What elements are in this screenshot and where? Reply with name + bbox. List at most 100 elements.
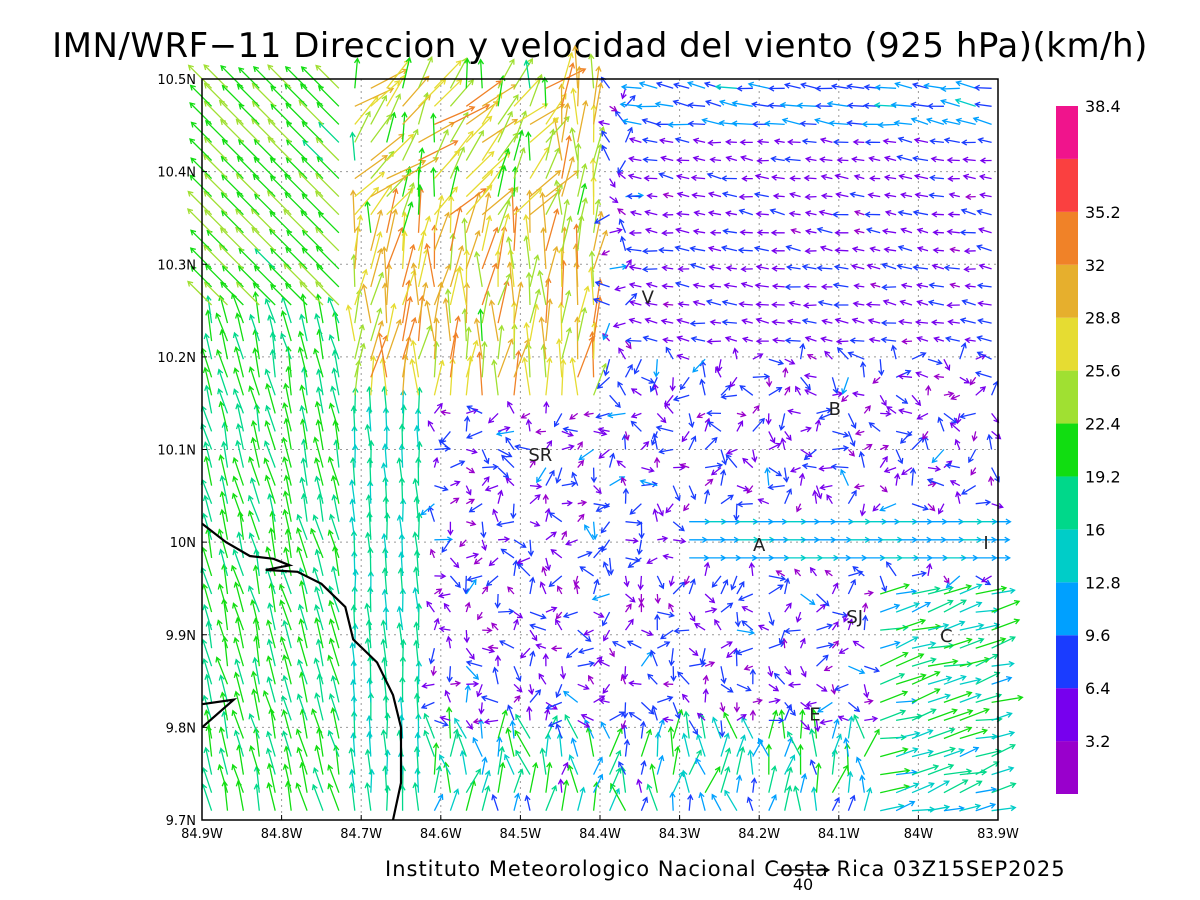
wind-arrow — [545, 531, 557, 541]
wind-arrow — [696, 412, 706, 419]
wind-arrow — [949, 282, 960, 289]
wind-arrow — [318, 121, 340, 143]
wind-arrow — [817, 299, 833, 307]
wind-arrow — [895, 618, 927, 631]
wind-arrow — [911, 729, 934, 740]
wind-arrow — [556, 585, 563, 595]
wind-arrow — [625, 337, 642, 344]
wind-arrow — [354, 110, 371, 143]
wind-arrow — [800, 593, 816, 606]
wind-arrow — [296, 513, 308, 541]
wind-arrow — [642, 156, 658, 163]
wind-arrow — [810, 708, 818, 739]
wind-arrow — [646, 557, 658, 564]
wind-arrow — [301, 247, 324, 270]
wind-arrow — [709, 319, 722, 326]
wind-arrow — [868, 336, 881, 344]
reference-arrow — [777, 866, 831, 874]
wind-arrow — [911, 657, 937, 667]
wind-arrow — [623, 431, 630, 442]
wind-arrow — [730, 575, 738, 591]
wind-arrow — [284, 282, 308, 306]
wind-arrow — [466, 520, 477, 527]
wind-arrow — [299, 476, 308, 504]
wind-arrow — [749, 709, 757, 721]
wind-arrow — [802, 302, 817, 309]
wind-arrow — [738, 208, 754, 216]
wind-arrow — [943, 412, 958, 424]
wind-arrow — [757, 498, 770, 505]
wind-arrow — [313, 457, 324, 486]
wind-arrow — [265, 619, 276, 649]
wind-arrow — [481, 262, 498, 306]
wind-arrow — [873, 102, 897, 109]
wind-arrow — [927, 599, 954, 613]
wind-arrow — [864, 211, 881, 218]
wind-arrow — [330, 385, 340, 414]
wind-arrow — [491, 622, 499, 631]
wind-arrow — [553, 179, 563, 215]
wind-arrow — [266, 676, 276, 703]
wind-arrow — [927, 358, 943, 366]
wind-arrow — [366, 457, 374, 486]
wind-arrow — [639, 479, 658, 487]
wind-arrow — [702, 674, 709, 685]
wind-arrow — [860, 361, 867, 378]
x-tick-label: 84.5W — [499, 827, 541, 842]
wind-arrow — [704, 478, 714, 487]
wind-arrow — [328, 402, 340, 432]
wind-arrow — [609, 711, 626, 721]
wind-arrow — [929, 138, 944, 145]
wind-arrow — [837, 715, 849, 722]
wind-arrow — [784, 337, 801, 344]
wind-arrow — [641, 466, 655, 473]
wind-arrow — [433, 186, 458, 216]
wind-arrow — [386, 187, 399, 233]
wind-arrow — [569, 127, 579, 161]
wind-arrow — [231, 763, 245, 793]
wind-arrow — [616, 171, 626, 180]
wind-arrow — [692, 137, 706, 144]
wind-arrow — [913, 137, 929, 144]
wind-arrow — [529, 303, 540, 342]
wind-arrow — [380, 729, 388, 757]
x-tick-label: 84W — [904, 827, 934, 842]
wind-arrow — [430, 166, 437, 197]
place-label: A — [753, 535, 766, 556]
wind-arrow — [927, 503, 936, 512]
wind-arrow — [941, 118, 960, 126]
wind-arrow — [874, 84, 897, 91]
wind-arrow — [959, 583, 983, 595]
wind-arrow — [885, 561, 897, 577]
wind-arrow — [943, 637, 973, 649]
wind-arrow — [852, 300, 865, 308]
wind-arrow — [488, 557, 499, 567]
wind-arrow — [847, 102, 865, 109]
wind-arrow — [497, 94, 519, 125]
y-tick-label: 9.7N — [166, 814, 196, 829]
colorbar-swatch — [1056, 106, 1078, 159]
wind-arrow — [561, 155, 575, 197]
wind-arrow — [548, 575, 563, 588]
wind-arrow — [895, 730, 921, 740]
wind-arrow — [424, 242, 436, 288]
wind-arrow — [525, 131, 532, 161]
wind-arrow — [310, 708, 324, 739]
wind-arrow — [529, 629, 538, 642]
x-tick-label: 84.4W — [579, 827, 621, 842]
colorbar-swatch — [1056, 529, 1078, 583]
wind-arrow — [285, 121, 308, 143]
wind-arrow — [628, 299, 642, 307]
wind-arrow — [252, 291, 260, 324]
wind-arrow — [545, 701, 558, 710]
wind-arrow — [497, 272, 512, 306]
wind-arrow — [315, 386, 324, 414]
wind-vectors — [186, 44, 1024, 874]
wind-arrow — [628, 229, 642, 237]
wind-arrow — [764, 120, 785, 127]
wind-arrow — [577, 285, 590, 324]
wind-arrow — [978, 173, 992, 181]
y-tick-label: 10N — [170, 536, 196, 551]
y-tick-label: 10.5N — [157, 73, 196, 88]
wind-arrow — [656, 754, 665, 775]
